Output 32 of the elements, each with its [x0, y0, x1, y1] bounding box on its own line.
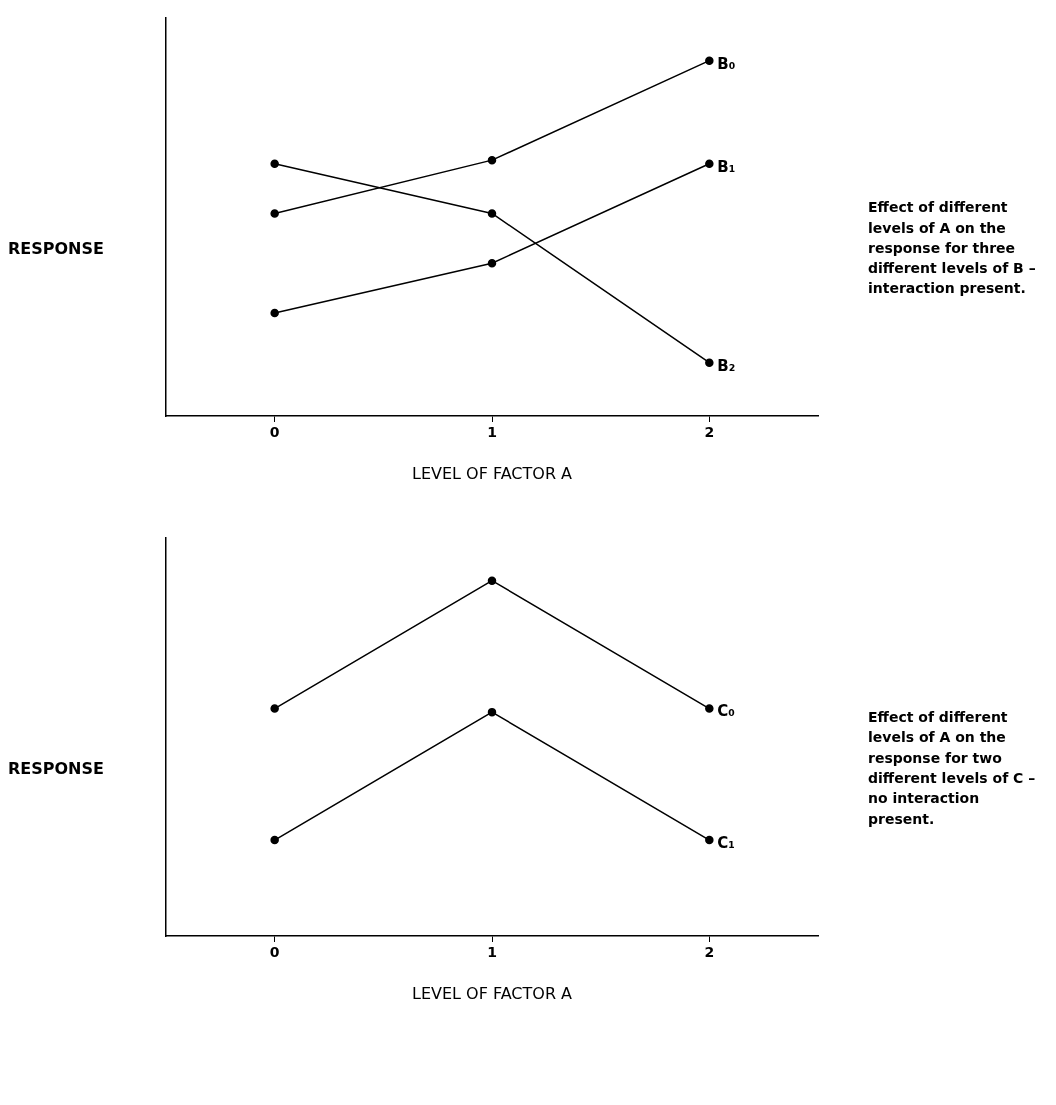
- point: [270, 159, 279, 168]
- point: [487, 576, 497, 585]
- series-label: B₁: [717, 157, 736, 176]
- x-tick-label: 2: [704, 944, 715, 961]
- point: [270, 308, 279, 318]
- series-label: B₂: [717, 356, 736, 375]
- x-axis-title: LEVEL OF FACTOR A: [411, 463, 573, 483]
- text: Effect of different levels of A on the response for two different levels of C – no interaction present.: [868, 708, 1037, 829]
- point: [487, 209, 497, 218]
- series-label: C₀: [717, 702, 735, 721]
- point: [705, 56, 714, 65]
- point: [705, 704, 714, 713]
- x-tick-label: 0: [269, 424, 280, 441]
- y-axis-title: RESPONSE: [8, 758, 105, 778]
- point: [705, 835, 714, 845]
- point: [705, 358, 714, 367]
- x-tick-label: 2: [704, 424, 715, 441]
- x-tick-label: 1: [487, 424, 497, 441]
- series-label: B₀: [717, 54, 736, 73]
- point: [270, 209, 279, 218]
- x-tick-label: 0: [269, 944, 280, 961]
- point: [705, 159, 714, 168]
- x-axis-title: LEVEL OF FACTOR A: [411, 983, 573, 1003]
- text: Effect of different levels of A on the response for three different levels of B – interaction present.: [868, 198, 1037, 299]
- point: [270, 704, 279, 713]
- x-tick-label: 1: [487, 944, 497, 961]
- point: [487, 258, 497, 268]
- y-axis-title: RESPONSE: [8, 238, 105, 258]
- point: [487, 707, 497, 717]
- series-label: C₁: [717, 833, 735, 852]
- point: [487, 155, 497, 165]
- point: [270, 835, 279, 845]
